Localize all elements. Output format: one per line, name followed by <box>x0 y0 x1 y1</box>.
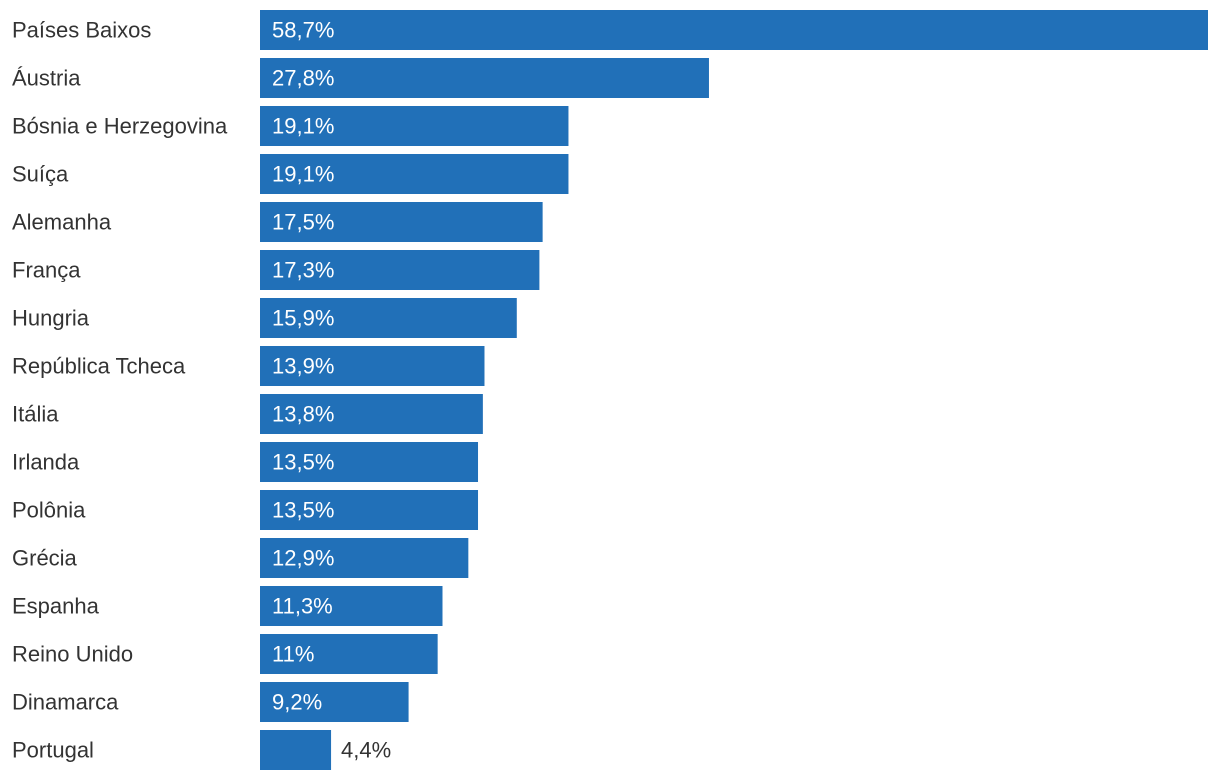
value-label: 13,9% <box>272 354 334 379</box>
category-label: Suíça <box>12 162 69 187</box>
value-label: 11,3% <box>272 594 333 619</box>
bar-row: Portugal 4,4% <box>12 730 391 770</box>
bar <box>260 682 409 722</box>
bar-row: Espanha 11,3% <box>12 586 443 626</box>
bar <box>260 442 479 482</box>
bar-row: Alemanha 17,5% <box>12 202 543 242</box>
bar <box>260 10 1208 50</box>
bar-row: Hungria 15,9% <box>12 298 517 338</box>
value-label: 11% <box>272 642 314 667</box>
category-label: República Tcheca <box>12 354 186 379</box>
value-label: 12,9% <box>272 546 334 571</box>
bar <box>260 106 569 146</box>
category-label: Irlanda <box>12 450 80 475</box>
bar-row: Grécia 12,9% <box>12 538 469 578</box>
bar <box>260 202 543 242</box>
category-label: Reino Unido <box>12 642 133 667</box>
category-label: Grécia <box>12 546 78 571</box>
category-label: Polônia <box>12 498 86 523</box>
bar-row: Polônia 13,5% <box>12 490 479 530</box>
category-label: Bósnia e Herzegovina <box>12 114 228 139</box>
category-label: Dinamarca <box>12 690 119 715</box>
value-label: 9,2% <box>272 690 322 715</box>
bar <box>260 538 469 578</box>
value-label: 13,5% <box>272 450 334 475</box>
bar-row: Reino Unido 11% <box>12 634 438 674</box>
bar-row: Bósnia e Herzegovina 19,1% <box>12 106 569 146</box>
category-label: França <box>12 258 81 283</box>
bar-row: França 17,3% <box>12 250 540 290</box>
bar <box>260 634 438 674</box>
bar-row: Dinamarca 9,2% <box>12 682 409 722</box>
category-label: Portugal <box>12 738 94 763</box>
value-label: 17,3% <box>272 258 334 283</box>
value-label: 13,8% <box>272 402 334 427</box>
bar <box>260 58 709 98</box>
category-label: Áustria <box>12 66 81 91</box>
bar-row: Áustria 27,8% <box>12 58 709 98</box>
category-label: Hungria <box>12 306 90 331</box>
category-label: Alemanha <box>12 210 112 235</box>
bar-row: Países Baixos 58,7% <box>12 10 1208 50</box>
bar-row: Irlanda 13,5% <box>12 442 479 482</box>
value-label: 19,1% <box>272 114 334 139</box>
category-label: Itália <box>12 402 59 427</box>
bar-row: República Tcheca 13,9% <box>12 346 485 386</box>
bar <box>260 730 332 770</box>
value-label: 58,7% <box>272 18 334 43</box>
value-label: 19,1% <box>272 162 334 187</box>
category-label: Países Baixos <box>12 18 151 43</box>
bar-row: Suíça 19,1% <box>12 154 569 194</box>
bar <box>260 490 479 530</box>
bar <box>260 394 483 434</box>
bar <box>260 346 485 386</box>
bar <box>260 586 443 626</box>
value-label: 17,5% <box>272 210 334 235</box>
value-label: 27,8% <box>272 66 334 91</box>
value-label: 13,5% <box>272 498 334 523</box>
bar <box>260 154 569 194</box>
bar-row: Itália 13,8% <box>12 394 483 434</box>
bar <box>260 298 517 338</box>
value-label: 4,4% <box>341 738 391 763</box>
value-label: 15,9% <box>272 306 334 331</box>
bar <box>260 250 540 290</box>
category-label: Espanha <box>12 594 100 619</box>
